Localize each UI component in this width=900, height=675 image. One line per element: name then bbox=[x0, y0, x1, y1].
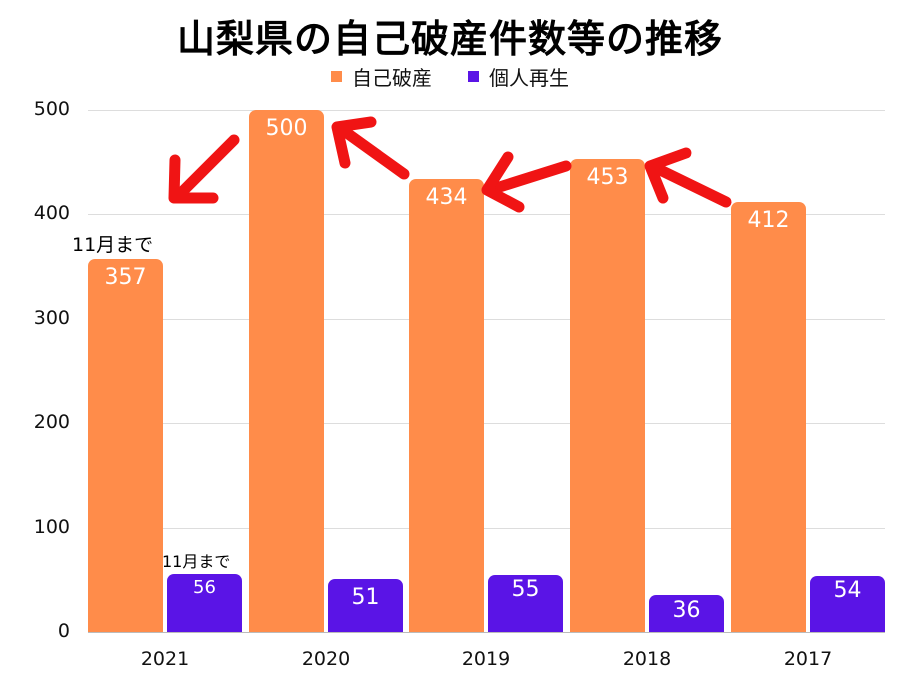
bar-value: 56 bbox=[193, 577, 216, 598]
bar-value: 500 bbox=[265, 116, 308, 141]
bar-rehabilitation-2017: 54 bbox=[810, 576, 885, 632]
y-tick: 100 bbox=[33, 516, 70, 538]
bar-value: 51 bbox=[351, 585, 380, 610]
legend-label: 個人再生 bbox=[489, 66, 569, 90]
bar-rehabilitation-2021: 56 bbox=[167, 574, 242, 632]
bar-value: 412 bbox=[747, 208, 790, 233]
y-tick: 300 bbox=[33, 307, 70, 329]
gridline bbox=[88, 110, 885, 111]
chart-title: 山梨県の自己破産件数等の推移 bbox=[176, 17, 723, 61]
y-tick: 400 bbox=[33, 202, 70, 224]
x-tick: 2017 bbox=[783, 648, 833, 670]
x-tick: 2018 bbox=[622, 648, 672, 670]
note-partial-year-rehabilitation: 11月まで bbox=[162, 552, 231, 571]
gridline bbox=[88, 423, 885, 424]
bar-value: 357 bbox=[104, 265, 147, 290]
arrow-icon bbox=[644, 147, 732, 208]
legend-swatch-purple bbox=[468, 71, 479, 82]
x-tick: 2020 bbox=[301, 648, 351, 670]
bar-rehabilitation-2019: 55 bbox=[488, 575, 563, 632]
bar-value: 55 bbox=[511, 577, 540, 602]
gridline bbox=[88, 528, 885, 529]
bar-value: 54 bbox=[833, 578, 862, 603]
bar-value: 36 bbox=[672, 598, 701, 623]
y-tick: 500 bbox=[33, 98, 70, 120]
bar-rehabilitation-2018: 36 bbox=[649, 595, 724, 632]
x-tick: 2021 bbox=[140, 648, 190, 670]
legend-item-rehabilitation: 個人再生 bbox=[468, 62, 569, 91]
y-tick: 200 bbox=[33, 411, 70, 433]
x-tick: 2019 bbox=[461, 648, 511, 670]
legend-label: 自己破産 bbox=[352, 66, 432, 90]
arrow-icon bbox=[331, 116, 410, 180]
bar-bankruptcy-2021: 357 bbox=[88, 259, 163, 632]
legend: 自己破産 個人再生 bbox=[0, 62, 900, 91]
arrow-icon bbox=[481, 151, 572, 213]
arrow-icon bbox=[168, 134, 240, 204]
bar-bankruptcy-2020: 500 bbox=[249, 110, 324, 632]
note-partial-year-bankruptcy: 11月まで bbox=[72, 234, 154, 256]
legend-swatch-orange bbox=[331, 71, 342, 82]
gridline bbox=[88, 214, 885, 215]
y-tick: 0 bbox=[57, 620, 70, 642]
bar-rehabilitation-2020: 51 bbox=[328, 579, 403, 632]
bar-bankruptcy-2018: 453 bbox=[570, 159, 645, 632]
bar-bankruptcy-2019: 434 bbox=[409, 179, 484, 632]
gridline bbox=[88, 319, 885, 320]
bar-bankruptcy-2017: 412 bbox=[731, 202, 806, 632]
legend-item-bankruptcy: 自己破産 bbox=[331, 62, 432, 91]
bar-value: 453 bbox=[586, 165, 629, 190]
bar-value: 434 bbox=[425, 185, 468, 210]
x-axis-baseline bbox=[88, 632, 885, 633]
